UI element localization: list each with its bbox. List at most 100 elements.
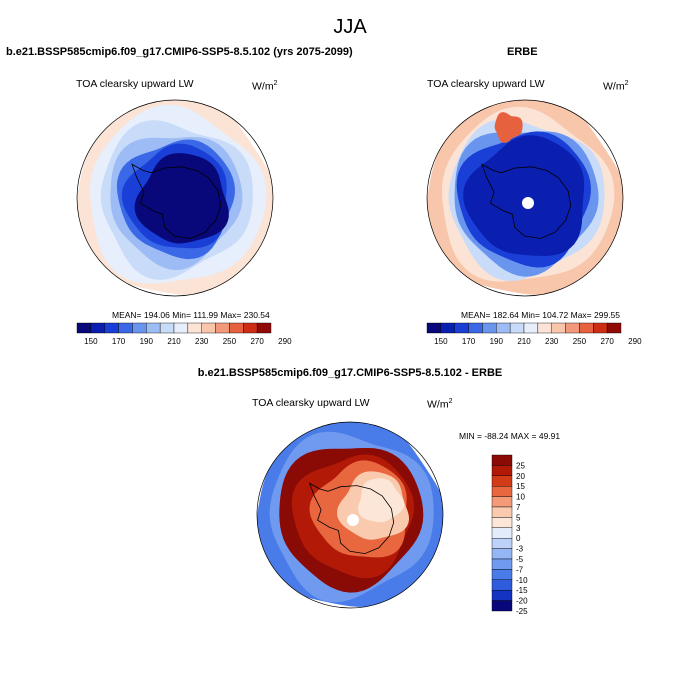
panel2-colorbar-box	[509, 322, 525, 334]
panel2-warm-patch	[494, 112, 523, 143]
panel1-colorbar-tick: 170	[112, 337, 126, 346]
panel2-colorbar-tick: 290	[628, 337, 642, 346]
panel1-colorbar-tick: 290	[278, 337, 292, 346]
panel3-colorbar-box	[491, 548, 513, 560]
panel2-colorbar-tick: 250	[573, 337, 587, 346]
panel1-units: W/m2	[252, 80, 278, 93]
panel3-colorbar-box	[491, 465, 513, 476]
panel3-colorbar-box	[491, 475, 513, 487]
page-title: JJA	[333, 16, 367, 38]
panel1-colorbar-tick: 210	[167, 337, 181, 346]
panel1-colorbar-box	[187, 322, 202, 334]
panel3-title: b.e21.BSSP585cmip6.f09_g17.CMIP6-SSP5-8.…	[197, 367, 503, 379]
panel1-colorbar-box	[132, 322, 147, 334]
panel1-colorbar-box	[243, 322, 258, 334]
panel2-colorbar-tick: 170	[462, 337, 476, 346]
panel3-colorbar-box	[491, 506, 513, 518]
panel2-colorbar-box	[468, 322, 483, 334]
panel1-colorbar-box	[118, 322, 133, 334]
panel3-colorbar-box	[491, 486, 513, 497]
panel2-colorbar-box	[482, 322, 497, 334]
panel2-colorbar-box	[565, 322, 580, 334]
panel1-colorbar-box	[146, 322, 161, 334]
panel2-variable-label: TOA clearsky upward LW	[427, 78, 545, 90]
panel2-stats: MEAN= 182.64 Min= 104.72 Max= 299.55	[461, 310, 621, 320]
panel2-colorbar: 150 170 190 210 230 250 270 290	[426, 322, 642, 346]
panel1-colorbar-box	[159, 322, 175, 334]
panel3-variable-label: TOA clearsky upward LW	[252, 397, 370, 409]
panel2-colorbar-box	[579, 322, 594, 334]
panel2-colorbar-box	[593, 322, 608, 334]
panel3-colorbar-tick: 3	[516, 524, 521, 533]
panel3-colorbar-tick: -3	[516, 545, 524, 554]
panel2-colorbar-box	[440, 322, 455, 334]
panel2-colorbar-box	[537, 322, 552, 334]
panel1-colorbar-box	[90, 322, 105, 334]
panel2-colorbar-tick: 210	[517, 337, 531, 346]
panel3-contour-6	[358, 478, 405, 523]
panel2-colorbar-box	[454, 322, 469, 334]
panel2-colorbar-box	[426, 322, 442, 334]
panel1-map-border	[76, 99, 274, 297]
panel3-colorbar-box	[491, 579, 513, 591]
panel3-colorbar-tick: -25	[516, 607, 528, 616]
panel2-colorbar-tick: 230	[545, 337, 559, 346]
panel3-units: W/m2	[427, 398, 453, 411]
panel2-colorbar-tick: 270	[600, 337, 614, 346]
panel1-variable-label: TOA clearsky upward LW	[76, 78, 194, 90]
panel2-map	[426, 99, 624, 297]
panel3-pole-mask	[347, 514, 359, 526]
panel2-colorbar-box	[523, 322, 539, 334]
panel3-colorbar-box	[491, 569, 513, 581]
panel2-coastline	[481, 163, 572, 239]
panel2-pole-mask	[522, 197, 534, 209]
panel3-colorbar-box	[491, 527, 513, 539]
panel2-units: W/m2	[603, 80, 629, 93]
panel3-stats: MIN = -88.24 MAX = 49.91	[459, 431, 561, 441]
panel1-colorbar-tick: 230	[195, 337, 209, 346]
panel1-colorbar-tick: 270	[250, 337, 264, 346]
panel3-colorbar-tick: 5	[516, 513, 521, 522]
panel2-title: ERBE	[507, 46, 538, 58]
panel3-coastline	[308, 482, 395, 555]
panel1-colorbar-tick: 190	[140, 337, 154, 346]
panel2-colorbar-box	[551, 322, 566, 334]
panel3-colorbar-tick: 0	[516, 534, 521, 543]
panel1-title: b.e21.BSSP585cmip6.f09_g17.CMIP6-SSP5-8.…	[6, 46, 353, 58]
panel3-map-border	[256, 421, 444, 609]
panel3-colorbar-tick: -7	[516, 565, 524, 574]
panel3-colorbar-tick: 10	[516, 493, 525, 502]
panel1-colorbar-box	[201, 322, 216, 334]
panel3-colorbar-tick: -5	[516, 555, 524, 564]
panel3-colorbar-box	[491, 600, 513, 612]
panel1-colorbar-box	[76, 322, 92, 334]
panel1-colorbar-box	[229, 322, 244, 334]
panel1-colorbar-box	[173, 322, 189, 334]
panel3-colorbar-tick: 20	[516, 472, 525, 481]
panel3-colorbar-tick: -15	[516, 586, 528, 595]
panel1-colorbar-box	[215, 322, 230, 334]
panel1-colorbar-box	[256, 322, 272, 334]
panel2-colorbar-box	[606, 322, 622, 334]
panel3-map	[256, 421, 444, 609]
panel3-colorbar-tick: -20	[516, 597, 528, 606]
panel1-colorbar-tick: 250	[223, 337, 237, 346]
panel3-colorbar-box	[491, 558, 513, 570]
panel3-colorbar-box	[491, 517, 513, 529]
panel2-colorbar-tick: 190	[490, 337, 504, 346]
panel1-colorbar-tick: 150	[84, 337, 98, 346]
panel2-colorbar-tick: 150	[434, 337, 448, 346]
panel1-colorbar: 150 170 190 210 230 250 270 290	[76, 322, 292, 346]
panel3-colorbar-box	[491, 590, 513, 601]
panel1-colorbar-box	[104, 322, 119, 334]
panel3-colorbar-box	[491, 496, 513, 508]
panel1-map	[76, 99, 274, 297]
panel3-colorbar-box	[491, 538, 513, 549]
panel3-colorbar-tick: 7	[516, 503, 521, 512]
panel2-colorbar-box	[496, 322, 511, 334]
panel3-colorbar-box	[491, 454, 513, 466]
panel1-stats: MEAN= 194.06 Min= 111.99 Max= 230.54	[112, 310, 270, 320]
panel3-colorbar-tick: 15	[516, 482, 525, 491]
